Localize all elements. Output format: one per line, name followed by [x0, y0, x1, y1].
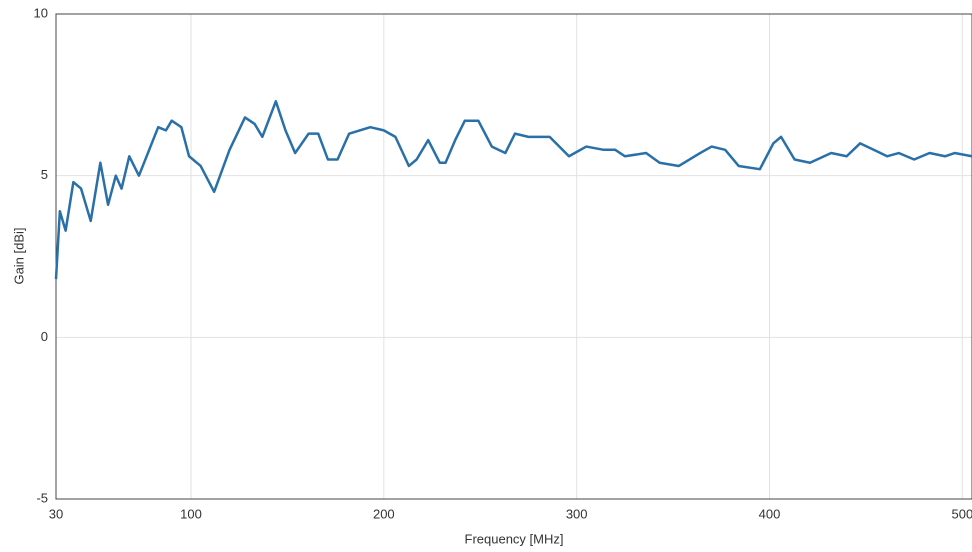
y-tick-label: -5	[36, 490, 48, 505]
data-line	[54, 100, 972, 280]
x-tick-label: 100	[180, 506, 202, 521]
x-tick-label: 200	[373, 506, 395, 521]
x-tick-label: 30	[49, 506, 63, 521]
y-axis-label: Gain [dBi]	[11, 227, 26, 284]
x-axis-label: Frequency [MHz]	[465, 531, 564, 546]
x-tick-label: 400	[759, 506, 781, 521]
x-tick-label: 500	[952, 506, 972, 521]
y-tick-label: 5	[41, 167, 48, 182]
plot-frame	[55, 13, 972, 500]
y-tick-label: 0	[41, 329, 48, 344]
x-tick-label: 300	[566, 506, 588, 521]
y-tick-label: 10	[34, 5, 48, 20]
